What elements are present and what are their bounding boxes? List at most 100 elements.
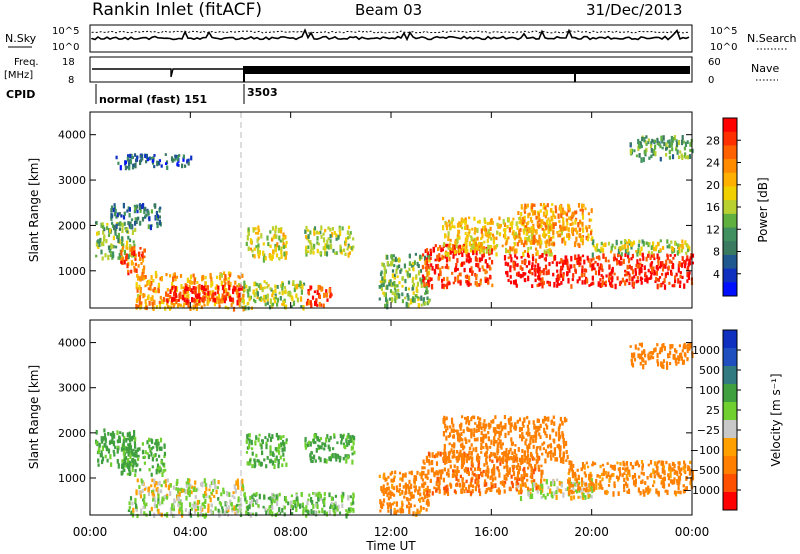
power-cell bbox=[347, 236, 350, 240]
velocity-cell bbox=[430, 467, 433, 473]
velocity-cell bbox=[642, 489, 645, 495]
velocity-cell bbox=[526, 455, 529, 461]
power-cell bbox=[540, 270, 543, 273]
power-cell bbox=[537, 214, 540, 220]
power-cell bbox=[142, 293, 145, 299]
velocity-cell bbox=[663, 346, 666, 351]
velocity-cell bbox=[648, 351, 651, 355]
power-cell bbox=[548, 251, 551, 257]
power-cell bbox=[677, 278, 680, 284]
power-cell bbox=[172, 302, 175, 308]
power-cell bbox=[148, 156, 151, 161]
power-cell bbox=[528, 235, 531, 239]
power-cell bbox=[133, 265, 136, 269]
power-cell bbox=[640, 281, 643, 285]
velocity-cell bbox=[454, 469, 457, 473]
velocity-cell bbox=[449, 425, 452, 429]
velocity-cell bbox=[207, 508, 210, 513]
power-cell bbox=[615, 239, 618, 246]
power-cell bbox=[499, 224, 502, 228]
power-cell bbox=[604, 256, 607, 263]
velocity-cell bbox=[237, 485, 240, 490]
velocity-cell bbox=[136, 463, 139, 467]
velocity-cell bbox=[350, 502, 353, 506]
power-cell bbox=[258, 250, 261, 256]
power-cell bbox=[602, 243, 605, 248]
velocity-cell bbox=[556, 444, 559, 449]
power-cell bbox=[531, 284, 534, 289]
power-cell bbox=[428, 266, 431, 271]
power-cell bbox=[282, 232, 285, 238]
velocity-cell bbox=[662, 364, 665, 370]
power-cell bbox=[310, 285, 313, 290]
power-cell bbox=[688, 271, 691, 275]
velocity-cell bbox=[497, 437, 500, 441]
power-cell bbox=[139, 291, 142, 297]
velocity-cell bbox=[155, 458, 158, 462]
power-cell bbox=[224, 305, 227, 310]
power-cell bbox=[100, 249, 103, 255]
power-cell bbox=[150, 275, 153, 280]
velocity-cell bbox=[497, 441, 500, 445]
velocity-cell bbox=[502, 452, 506, 457]
velocity-cell bbox=[544, 458, 547, 464]
power-cell bbox=[456, 275, 460, 281]
velocity-cell bbox=[128, 501, 131, 506]
velocity-cell bbox=[202, 502, 205, 507]
velocity-cell bbox=[270, 452, 273, 456]
velocity-cell bbox=[565, 459, 568, 462]
velocity-cell bbox=[682, 345, 685, 350]
power-cell bbox=[141, 204, 144, 210]
power-cell bbox=[670, 272, 673, 276]
power-cell bbox=[661, 268, 665, 272]
power-cell bbox=[516, 264, 519, 267]
power-cell bbox=[677, 247, 680, 250]
velocity-cell bbox=[468, 439, 471, 443]
power-cell bbox=[585, 227, 589, 233]
velocity-cell bbox=[496, 424, 499, 429]
velocity-cell bbox=[494, 476, 497, 481]
power-cell bbox=[425, 286, 428, 292]
power-cell bbox=[497, 226, 500, 230]
colorbar-swatch bbox=[723, 492, 737, 511]
velocity-cell bbox=[178, 491, 181, 497]
velocity-cell bbox=[143, 494, 146, 500]
velocity-cell bbox=[491, 470, 494, 476]
velocity-cell bbox=[443, 419, 446, 425]
power-cell bbox=[202, 299, 205, 303]
velocity-cell bbox=[312, 510, 315, 515]
power-cell bbox=[182, 286, 185, 290]
power-cell bbox=[653, 246, 656, 252]
velocity-cell bbox=[140, 508, 143, 515]
velocity-cell bbox=[107, 448, 111, 454]
power-cell bbox=[392, 254, 395, 257]
power-cell bbox=[444, 233, 447, 239]
velocity-cell bbox=[535, 459, 538, 465]
beam-title: Beam 03 bbox=[355, 1, 422, 19]
power-cell bbox=[524, 225, 527, 228]
power-cell bbox=[557, 213, 560, 219]
power-cell bbox=[203, 303, 206, 307]
power-cell bbox=[324, 228, 327, 233]
velocity-cell bbox=[666, 490, 669, 496]
power-cell bbox=[311, 295, 315, 300]
velocity-cell bbox=[431, 491, 434, 496]
velocity-cell bbox=[656, 461, 659, 465]
power-cell bbox=[420, 279, 423, 285]
power-cell bbox=[532, 225, 535, 232]
velocity-cell bbox=[496, 447, 499, 453]
velocity-cell bbox=[569, 465, 572, 471]
power-cell bbox=[139, 287, 142, 290]
power-cell bbox=[467, 281, 470, 287]
velocity-cell bbox=[494, 455, 497, 459]
velocity-cell bbox=[516, 420, 519, 424]
velocity-cell bbox=[555, 431, 558, 437]
velocity-cell bbox=[490, 485, 493, 489]
power-cell bbox=[509, 265, 512, 269]
power-cell bbox=[327, 244, 330, 250]
power-cell bbox=[347, 252, 350, 258]
velocity-cell bbox=[162, 462, 165, 466]
power-cell bbox=[492, 239, 496, 245]
power-cell bbox=[316, 304, 319, 307]
velocity-cell bbox=[678, 478, 681, 482]
